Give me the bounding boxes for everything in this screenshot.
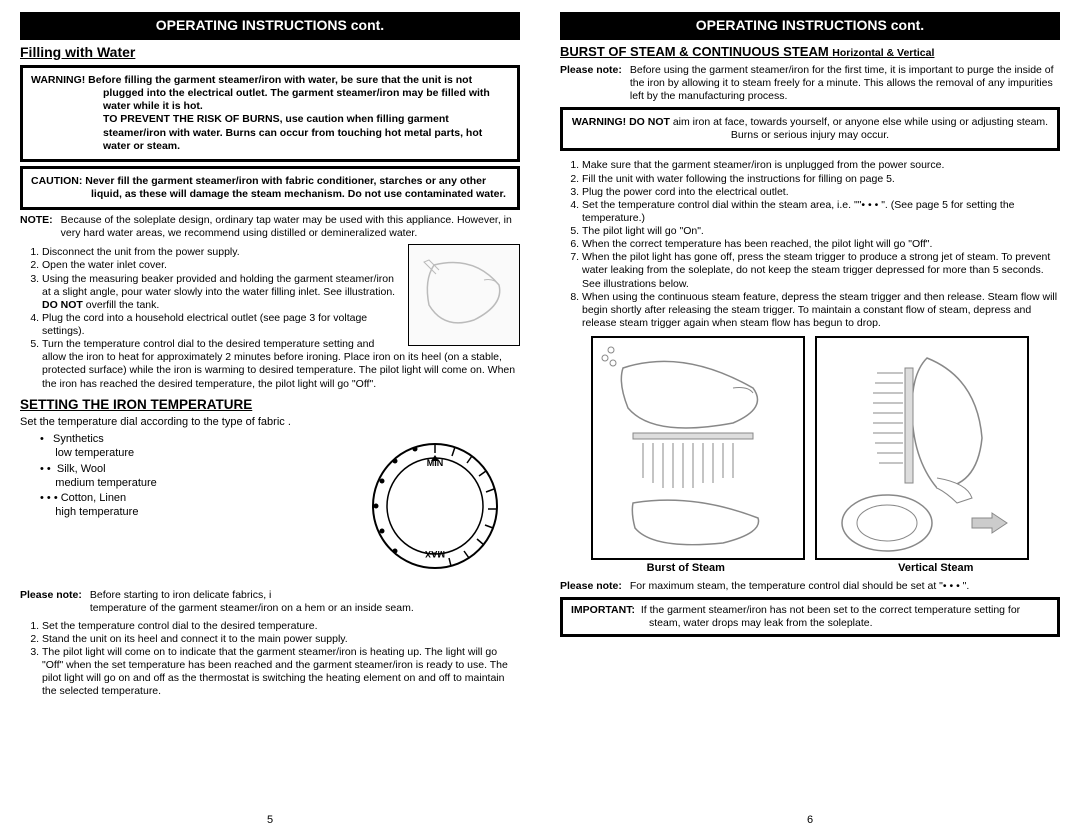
please-note-fabric: Please note: Before starting to iron del… [20, 589, 520, 615]
illustration-vertical-steam [815, 336, 1029, 560]
illustration-captions: Burst of Steam Vertical Steam [560, 562, 1060, 576]
warning-label: WARNING! [31, 74, 85, 86]
list-item: Plug the power cord into the electrical … [582, 186, 1060, 199]
note-label: NOTE: [20, 214, 61, 240]
list-item: Stand the unit on its heel and connect i… [42, 633, 520, 646]
list-item: When the correct temperature has been re… [582, 238, 1060, 251]
caution-box: CAUTION: Never fill the garment steamer/… [20, 166, 520, 210]
please-note-text: For maximum steam, the temperature contr… [630, 580, 969, 593]
please-note-label: Please note: [560, 580, 630, 593]
warning-box-steam: WARNING! DO NOT aim iron at face, toward… [560, 107, 1060, 151]
warning-donot: DO NOT [629, 116, 670, 128]
please-note-label: Please note: [20, 589, 90, 615]
list-item: Set the temperature control dial to the … [42, 620, 520, 633]
please-note-label: Please note: [560, 64, 630, 103]
warning-text: aim iron at face, towards yourself, or a… [670, 116, 1048, 141]
warning-label: WARNING! [572, 116, 626, 128]
illustration-temp-dial: MIN MAX [360, 431, 510, 581]
note-text: Because of the soleplate design, ordinar… [61, 214, 520, 240]
list-item: Set the temperature control dial within … [582, 199, 1060, 225]
warning-bold2: TO PREVENT THE RISK OF BURNS, use cautio… [103, 113, 482, 151]
header-bar-left: OPERATING INSTRUCTIONS cont. [20, 12, 520, 40]
header-bar-right: OPERATING INSTRUCTIONS cont. [560, 12, 1060, 40]
page-number-left: 5 [0, 814, 540, 828]
important-label: IMPORTANT: [571, 604, 635, 616]
section-steam-title: BURST OF STEAM & CONTINUOUS STEAM Horizo… [560, 44, 1060, 60]
note-row: NOTE: Because of the soleplate design, o… [20, 214, 520, 240]
caption-vertical: Vertical Steam [898, 562, 973, 576]
please-note-text: Before using the garment steamer/iron fo… [630, 64, 1060, 103]
warning-text: Before filling the garment steamer/iron … [88, 74, 490, 112]
steam-steps-list: Make sure that the garment steamer/iron … [560, 159, 1060, 330]
illustration-pour-water [408, 244, 520, 346]
section-temp-intro: Set the temperature dial according to th… [20, 416, 520, 430]
list-item: The pilot light will go "On". [582, 225, 1060, 238]
list-item: Fill the unit with water following the i… [582, 173, 1060, 186]
caption-burst: Burst of Steam [647, 562, 725, 576]
temp-steps-list: Set the temperature control dial to the … [20, 620, 520, 699]
section-filling-title: Filling with Water [20, 44, 520, 62]
please-note-purge: Please note: Before using the garment st… [560, 64, 1060, 103]
warning-box-fill: WARNING! Before filling the garment stea… [20, 65, 520, 162]
list-item: When the pilot light has gone off, press… [582, 251, 1060, 290]
page-number-right: 6 [540, 814, 1080, 828]
please-note-max-steam: Please note: For maximum steam, the temp… [560, 580, 1060, 593]
document-spread: OPERATING INSTRUCTIONS cont. Filling wit… [0, 0, 1080, 834]
page-left: OPERATING INSTRUCTIONS cont. Filling wit… [0, 0, 540, 834]
caution-text: Never fill the garment steamer/iron with… [85, 175, 506, 200]
list-item: Make sure that the garment steamer/iron … [582, 159, 1060, 172]
illustration-row [560, 336, 1060, 560]
list-item: The pilot light will come on to indicate… [42, 646, 520, 699]
page-right: OPERATING INSTRUCTIONS cont. BURST OF ST… [540, 0, 1080, 834]
important-box: IMPORTANT: If the garment steamer/iron h… [560, 597, 1060, 637]
caution-label: CAUTION: [31, 175, 82, 187]
important-text: If the garment steamer/iron has not been… [641, 604, 1020, 629]
please-note-text: Before starting to iron delicate fabrics… [90, 589, 414, 615]
section-temp-title: SETTING THE IRON TEMPERATURE [20, 397, 520, 414]
svg-text:MAX: MAX [425, 549, 445, 559]
illustration-burst-steam [591, 336, 805, 560]
list-item: When using the continuous steam feature,… [582, 291, 1060, 330]
